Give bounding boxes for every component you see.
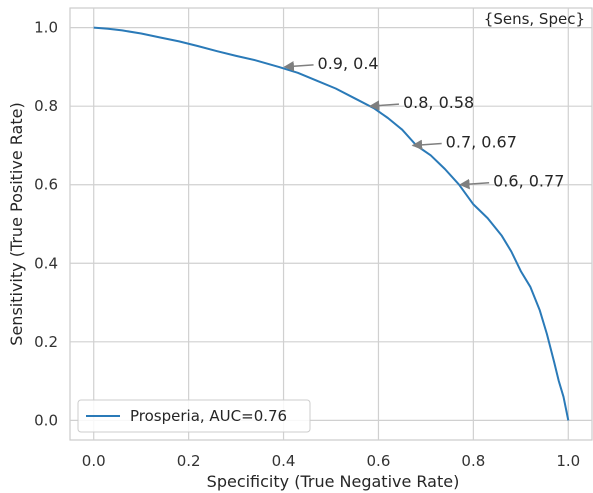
x-tick-label: 0.8 (461, 452, 485, 470)
corner-label: {Sens, Spec} (484, 10, 585, 28)
y-tick-labels: 0.0 0.2 0.4 0.6 0.8 1.0 (34, 19, 58, 430)
annotation-arrow (283, 61, 314, 72)
annotation-arrow (411, 139, 442, 151)
x-tick-label: 1.0 (556, 452, 580, 470)
x-tick-labels: 0.0 0.2 0.4 0.6 0.8 1.0 (82, 452, 580, 470)
annotation-label: 0.8, 0.58 (403, 93, 474, 112)
legend-label: Prosperia, AUC=0.76 (130, 407, 287, 425)
y-axis-label: Sensitivity (True Positive Rate) (7, 102, 26, 345)
x-axis-label: Specificity (True Negative Rate) (207, 472, 460, 491)
y-tick-label: 0.0 (34, 411, 58, 429)
y-tick-label: 0.4 (34, 254, 58, 272)
x-tick-label: 0.4 (272, 452, 296, 470)
plot-area (69, 7, 593, 441)
x-tick-label: 0.2 (177, 452, 201, 470)
annotation-layer: 0.9, 0.4 0.8, 0.58 0.7, 0.67 0.6, 0.77 (283, 54, 564, 191)
series-layer (93, 26, 570, 421)
y-tick-label: 0.2 (34, 333, 58, 351)
annotation-label: 0.7, 0.67 (446, 132, 517, 151)
x-tick-label: 0.6 (367, 452, 391, 470)
y-tick-label: 0.6 (34, 176, 58, 194)
roc-curve-line (93, 26, 570, 421)
x-tick-label: 0.0 (82, 452, 106, 470)
grid (70, 8, 592, 440)
annotation-arrow (368, 100, 400, 111)
annotation-label: 0.6, 0.77 (493, 172, 564, 191)
legend-box (77, 399, 311, 433)
y-tick-label: 0.8 (34, 97, 58, 115)
y-tick-label: 1.0 (34, 19, 58, 37)
annotation-label: 0.9, 0.4 (318, 54, 379, 73)
annotation-arrow (459, 178, 490, 190)
legend: Prosperia, AUC=0.76 (77, 399, 311, 433)
